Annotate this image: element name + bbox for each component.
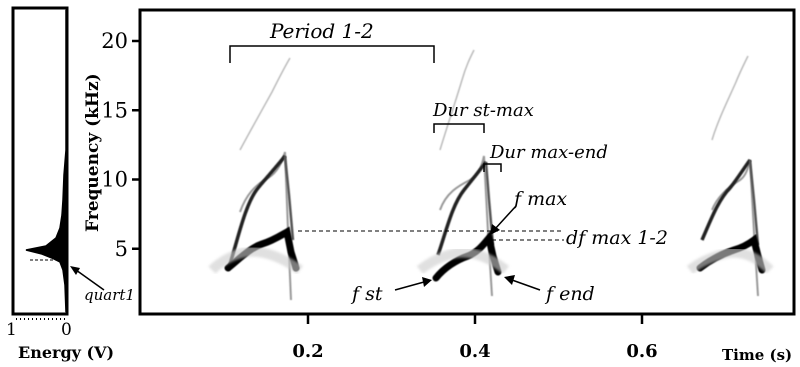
call-2-upper-harmonic [436, 160, 488, 256]
x-tick-label: 0.2 [292, 341, 323, 362]
call-3-faint-harmonic [711, 55, 749, 141]
call-2-faint-harmonic [439, 49, 475, 151]
call-1-upper-descent [283, 155, 295, 241]
call-1-mid-harmonic [239, 151, 292, 301]
energy-tick-left: 1 [6, 320, 17, 340]
x-tick-label: 0.4 [459, 341, 490, 362]
fst-label: f st [350, 283, 383, 305]
y-ticks: 5 10 15 20 [101, 29, 140, 261]
fend-arrow [511, 279, 541, 291]
call-2-noise [416, 247, 510, 275]
spectrogram-frame [138, 8, 796, 316]
x-axis-label: Time (s) [722, 346, 792, 364]
dur-st-max-label: Dur st-max [432, 100, 534, 121]
x-ticks: 0.2 0.4 0.6 [292, 314, 658, 362]
fend-arrowhead [504, 275, 515, 285]
energy-panel: 1 0 Energy (V) quart1 [6, 6, 135, 362]
call-3-noise [686, 247, 774, 274]
fmax-label: f max [512, 188, 567, 210]
fmax-arrowhead [490, 224, 500, 235]
energy-tick-right: 0 [61, 320, 72, 340]
y-tick-label: 15 [101, 98, 128, 122]
df-max-label: df max 1-2 [566, 227, 668, 249]
fst-arrowhead [422, 277, 432, 287]
quart1-label: quart1 [84, 286, 135, 304]
period-bracket: Period 1-2 [229, 19, 435, 63]
call-3-upper-harmonic [700, 158, 752, 241]
spectrogram-content [208, 49, 774, 301]
quart1-arrowhead [70, 266, 80, 275]
y-tick-label: 5 [115, 237, 128, 261]
energy-profile-curve [25, 10, 67, 313]
quart1-arrow [75, 269, 105, 291]
dur-max-end-label: Dur max-end [489, 142, 608, 163]
energy-axis-label: Energy (V) [18, 343, 114, 362]
y-tick-label: 20 [101, 29, 128, 53]
call-1-noise [208, 246, 303, 275]
x-tick-label: 0.6 [626, 341, 657, 362]
call-1 [208, 57, 303, 301]
y-tick-label: 10 [101, 168, 128, 192]
call-3-upper-descent [748, 159, 760, 246]
y-axis-label: Frequency (kHz) [83, 73, 103, 232]
fend-label: f end [544, 283, 595, 305]
call-3 [686, 55, 774, 297]
call-1-upper-harmonic [226, 154, 287, 271]
call-2 [416, 49, 510, 297]
fst-arrow [394, 281, 425, 291]
energy-panel-frame [11, 6, 69, 316]
fmax-arrow [494, 205, 517, 230]
spectrogram-panel: 5 10 15 20 0.2 0.4 0.6 Frequency (kHz) Time (… [83, 8, 796, 364]
dur-st-max-bracket: Dur st-max [432, 100, 534, 133]
dur-max-end-bracket: Dur max-end [483, 142, 608, 172]
call-1-faint-harmonic [239, 57, 291, 151]
period-label: Period 1-2 [269, 19, 374, 43]
